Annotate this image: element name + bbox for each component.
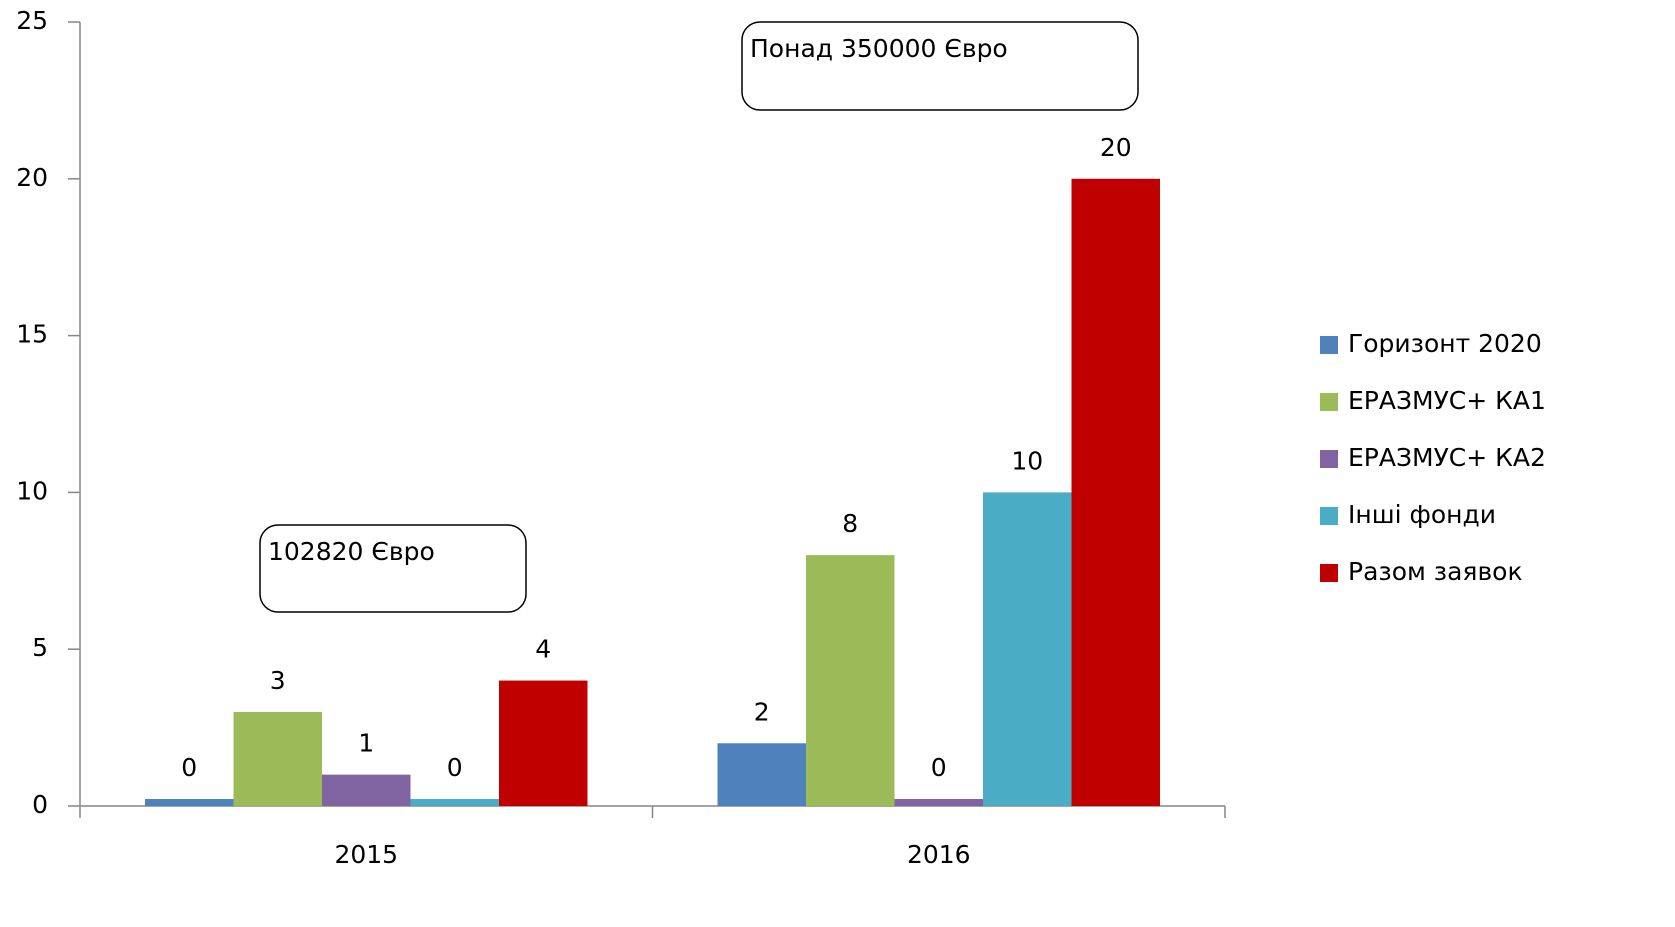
y-tick-label: 5 xyxy=(32,633,48,662)
legend-swatch xyxy=(1320,564,1338,582)
legend-label: Горизонт 2020 xyxy=(1348,329,1542,358)
legend-swatch xyxy=(1320,393,1338,411)
bar xyxy=(233,711,322,806)
y-tick-label: 10 xyxy=(16,476,48,505)
legend-label: Інші фонди xyxy=(1348,500,1496,529)
legend-swatch xyxy=(1320,336,1338,354)
x-tick-label: 2016 xyxy=(907,840,971,869)
legend-label: Разом заявок xyxy=(1348,557,1523,586)
legend-label: ЕРАЗМУС+ КА2 xyxy=(1348,443,1546,472)
bar xyxy=(145,799,234,806)
annotation: 102820 Євро xyxy=(268,537,435,566)
value-label: 20 xyxy=(1100,133,1132,162)
value-label: 0 xyxy=(181,753,197,782)
bar xyxy=(717,743,806,806)
bar xyxy=(322,774,411,806)
value-label: 4 xyxy=(535,635,551,664)
y-tick-label: 25 xyxy=(16,6,48,35)
value-label: 2 xyxy=(754,697,770,726)
value-label: 3 xyxy=(270,666,286,695)
legend-label: ЕРАЗМУС+ КА1 xyxy=(1348,386,1546,415)
value-label: 1 xyxy=(358,729,374,758)
bar xyxy=(499,680,588,806)
value-label: 0 xyxy=(931,753,947,782)
y-tick-label: 15 xyxy=(16,320,48,349)
bar xyxy=(410,799,499,806)
legend-swatch xyxy=(1320,450,1338,468)
value-label: 8 xyxy=(842,509,858,538)
value-label: 10 xyxy=(1011,446,1043,475)
bar xyxy=(806,555,895,806)
bar xyxy=(983,492,1072,806)
annotation-box xyxy=(259,524,527,613)
annotation-box xyxy=(741,21,1139,111)
legend-swatch xyxy=(1320,507,1338,525)
annotation: Понад 350000 Євро xyxy=(750,34,1008,63)
y-tick-label: 0 xyxy=(32,790,48,819)
value-label: 0 xyxy=(447,753,463,782)
x-tick-label: 2015 xyxy=(334,840,398,869)
y-tick-label: 20 xyxy=(16,163,48,192)
bar xyxy=(894,799,983,806)
bar xyxy=(1071,178,1160,807)
